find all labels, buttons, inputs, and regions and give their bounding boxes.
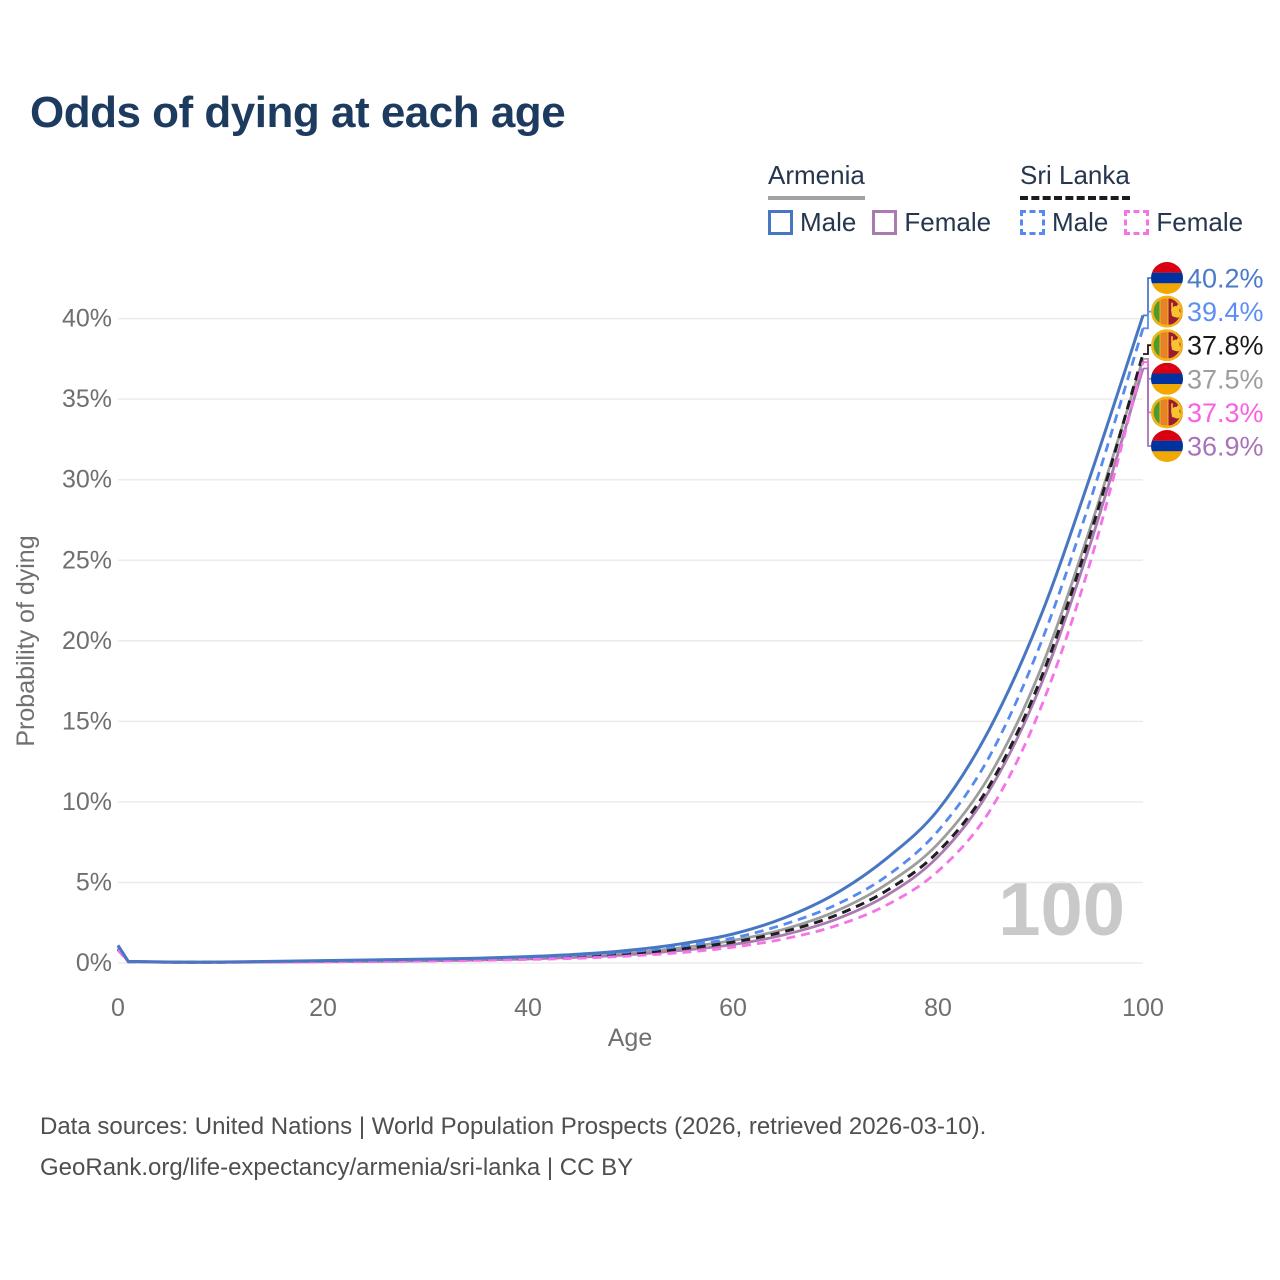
chart-legend: Armenia Male Female Sri Lanka Male [0, 0, 1280, 250]
legend-items-armenia: Male Female [768, 207, 991, 238]
flag-icon-srilanka [1151, 396, 1183, 429]
footer: Data sources: United Nations | World Pop… [40, 1106, 986, 1188]
y-tick-label: 30% [62, 466, 112, 494]
checkbox-swatch-icon[interactable] [768, 210, 793, 235]
end-value-label-srilanka_total: 37.8% [1187, 331, 1264, 361]
checkbox-swatch-icon[interactable] [872, 210, 898, 235]
y-tick-label: 20% [62, 627, 112, 655]
end-label-connector [1143, 344, 1151, 355]
footer-attribution: GeoRank.org/life-expectancy/armenia/sri-… [40, 1154, 634, 1181]
flag-icon-armenia [1151, 262, 1183, 294]
x-tick-label: 60 [719, 994, 747, 1022]
flag-icon-srilanka [1151, 295, 1183, 328]
end-label-connector [1143, 367, 1151, 447]
checkbox-swatch-icon[interactable] [1124, 210, 1150, 235]
legend-group-armenia: Armenia Male Female [768, 160, 991, 238]
legend-item-srilanka-female[interactable]: Female [1124, 207, 1243, 238]
y-tick-label: 35% [62, 385, 112, 413]
end-value-label-armenia_female: 36.9% [1187, 432, 1264, 462]
x-tick-label: 20 [309, 994, 337, 1022]
y-tick-label: 0% [76, 949, 112, 977]
legend-item-label: Female [1156, 207, 1244, 237]
end-label-connector [1143, 277, 1151, 317]
checkbox-swatch-icon[interactable] [1020, 210, 1045, 235]
end-label-connector [1143, 310, 1151, 330]
watermark-age-label: 100 [998, 867, 1125, 952]
x-tick-label: 0 [111, 994, 125, 1022]
series-line-srilanka_male [116, 327, 1145, 964]
y-tick-label: 40% [62, 305, 112, 333]
legend-group-title-srilanka[interactable]: Sri Lanka [1020, 160, 1130, 200]
x-axis-title: Age [607, 1024, 653, 1052]
legend-items-srilanka: Male Female [1020, 207, 1243, 238]
legend-item-label: Female [904, 207, 992, 237]
x-tick-label: 40 [514, 994, 542, 1022]
page-title: Odds of dying at each age [30, 88, 566, 137]
end-value-label-armenia_male: 40.2% [1187, 264, 1264, 294]
series-line-armenia_male [116, 314, 1145, 964]
legend-item-srilanka-male[interactable]: Male [1020, 207, 1108, 238]
series-line-srilanka_total [116, 353, 1145, 964]
legend-item-label: Male [1052, 207, 1109, 237]
y-tick-label: 25% [62, 546, 112, 574]
y-tick-label: 15% [62, 707, 112, 735]
flag-icon-srilanka [1151, 329, 1183, 362]
footer-sources: Data sources: United Nations | World Pop… [40, 1113, 987, 1140]
series-line-srilanka_female [116, 361, 1145, 964]
x-tick-label: 100 [1122, 994, 1164, 1022]
legend-group-title-armenia[interactable]: Armenia [768, 160, 865, 200]
y-tick-label: 5% [76, 868, 112, 896]
flag-icon-armenia [1151, 430, 1183, 462]
flag-icon-armenia [1151, 362, 1183, 395]
end-value-label-armenia_total: 37.5% [1187, 364, 1264, 394]
legend-item-armenia-male[interactable]: Male [768, 207, 856, 238]
end-value-label-srilanka_male: 39.4% [1187, 297, 1264, 327]
end-label-connector [1143, 361, 1151, 414]
legend-item-armenia-female[interactable]: Female [872, 207, 991, 238]
series-line-armenia_total [116, 358, 1145, 964]
end-value-label-srilanka_female: 37.3% [1187, 398, 1264, 428]
legend-item-label: Male [800, 207, 857, 237]
x-tick-label: 80 [924, 994, 952, 1022]
legend-group-srilanka: Sri Lanka Male Female [1020, 160, 1243, 238]
y-tick-label: 10% [62, 788, 112, 816]
series-line-armenia_female [116, 368, 1145, 964]
